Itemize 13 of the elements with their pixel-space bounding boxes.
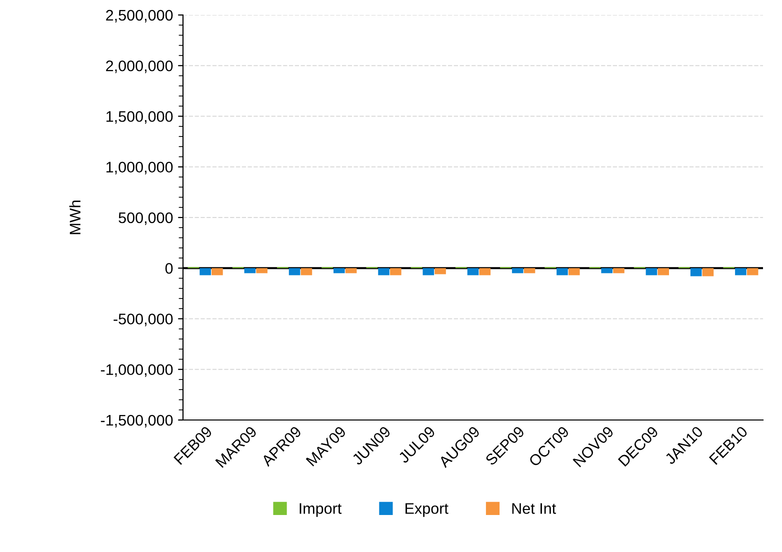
legend-label: Net Int bbox=[512, 503, 556, 514]
y-tick-label: 2,000,000 bbox=[106, 60, 173, 74]
y-tick-label: 2,500,000 bbox=[106, 10, 173, 22]
y-tick-label: 0 bbox=[165, 262, 173, 274]
y-tick-label: 1,000,000 bbox=[106, 162, 173, 174]
y-tick-label: 1,500,000 bbox=[106, 111, 173, 124]
y-tick-label: -500,000 bbox=[114, 314, 173, 326]
y-axis-title: MWh bbox=[69, 200, 80, 234]
y-tick-label: 500,000 bbox=[118, 212, 173, 225]
y-tick-label: -1,500,000 bbox=[100, 414, 173, 428]
legend-label: Import bbox=[300, 503, 342, 517]
y-tick-label: -1,000,000 bbox=[100, 364, 173, 377]
legend-label: Export bbox=[406, 503, 448, 517]
